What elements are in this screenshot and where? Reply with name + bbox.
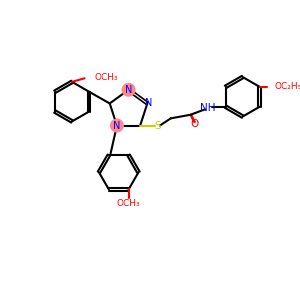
Text: NH: NH bbox=[200, 103, 215, 112]
Text: OCH₃: OCH₃ bbox=[94, 73, 118, 82]
Text: S: S bbox=[154, 121, 160, 130]
Text: N: N bbox=[125, 85, 132, 95]
Text: N: N bbox=[145, 98, 152, 107]
Circle shape bbox=[111, 119, 123, 132]
Text: OC₂H₅: OC₂H₅ bbox=[274, 82, 300, 91]
Text: O: O bbox=[191, 119, 199, 129]
Text: OCH₃: OCH₃ bbox=[117, 199, 140, 208]
Circle shape bbox=[122, 83, 135, 96]
Text: N: N bbox=[113, 121, 121, 130]
